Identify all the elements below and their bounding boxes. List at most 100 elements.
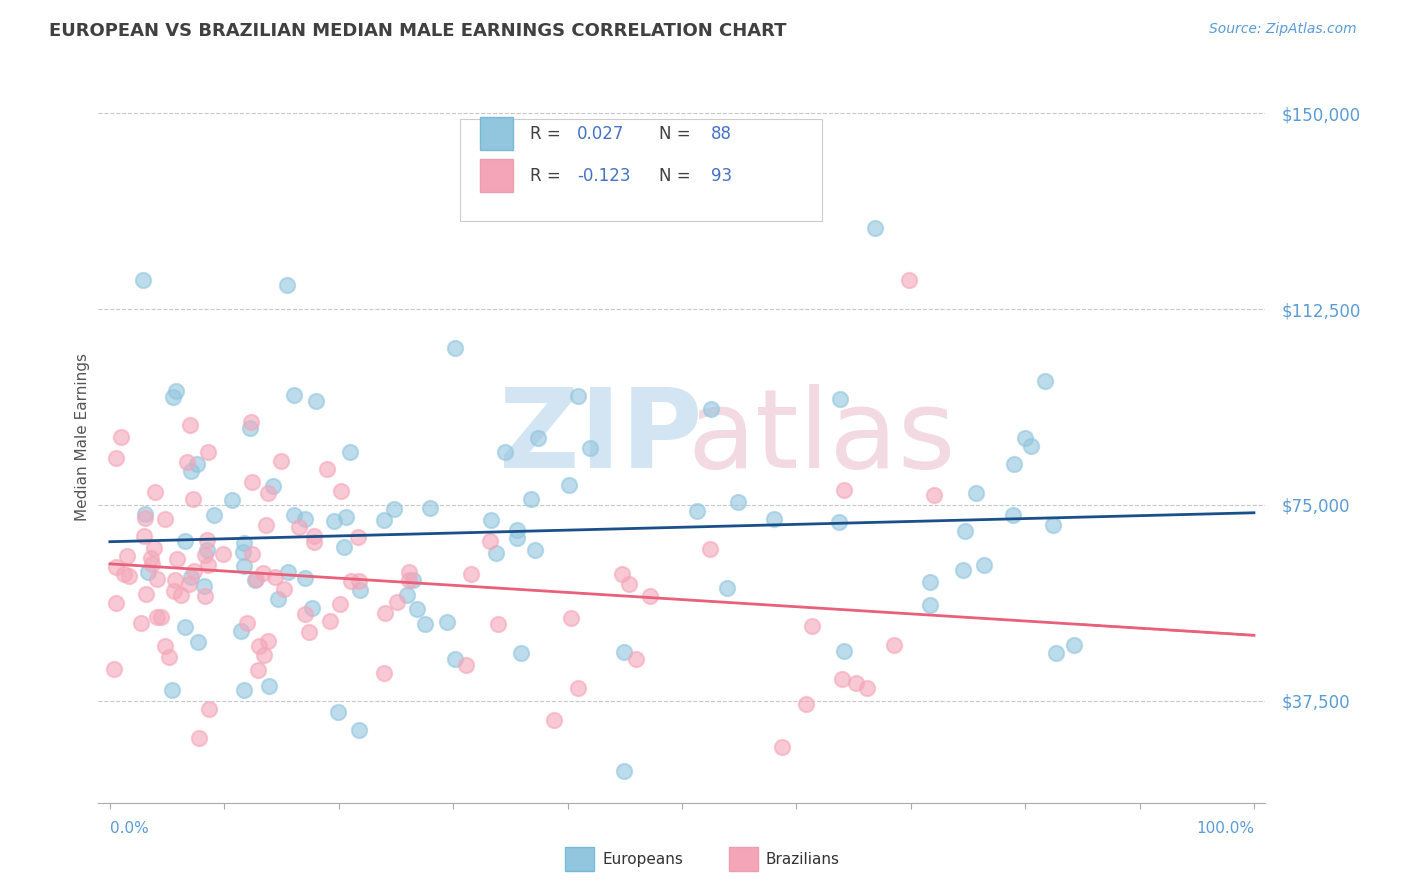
Point (233, 535, 256, 549)
Point (329, 597, 352, 611)
Point (699, 541, 721, 556)
Point (257, 679, 280, 693)
Point (524, 543, 547, 558)
Point (186, 457, 208, 471)
Point (339, 445, 361, 459)
Point (952, 563, 974, 577)
Point (118, 568, 141, 582)
Point (1014, 431, 1036, 445)
Point (174, 620, 197, 634)
Point (922, 487, 945, 501)
Point (794, 697, 817, 711)
Point (335, 509, 357, 524)
Point (132, 529, 155, 543)
Point (141, 550, 163, 565)
Point (270, 454, 292, 468)
Point (478, 533, 501, 548)
Text: 93: 93 (711, 167, 733, 185)
Point (346, 530, 368, 544)
Point (232, 544, 254, 558)
Point (373, 666, 395, 681)
Point (134, 511, 156, 525)
Point (349, 583, 371, 598)
Point (716, 582, 738, 596)
Point (918, 575, 941, 590)
Point (831, 672, 853, 686)
Point (177, 577, 200, 591)
Point (340, 574, 363, 589)
Point (413, 616, 436, 631)
Point (385, 595, 408, 609)
Point (347, 574, 370, 588)
Point (1045, 646, 1067, 660)
Point (1001, 508, 1024, 522)
Point (505, 531, 527, 545)
Point (245, 572, 267, 586)
Point (195, 533, 218, 547)
Text: -0.123: -0.123 (576, 167, 630, 185)
Point (319, 615, 342, 629)
Point (165, 384, 187, 398)
Point (276, 277, 298, 292)
Point (202, 508, 225, 522)
Point (374, 607, 396, 621)
Point (485, 546, 508, 560)
Point (138, 565, 160, 579)
Point (174, 533, 197, 548)
Point (103, 662, 125, 676)
Point (965, 486, 987, 500)
Point (231, 624, 253, 638)
Text: Europeans: Europeans (603, 852, 683, 867)
Point (288, 520, 311, 534)
Point (263, 570, 285, 584)
Point (132, 273, 155, 287)
Text: atlas: atlas (688, 384, 956, 491)
Text: 100.0%: 100.0% (1197, 821, 1254, 836)
Point (254, 518, 277, 533)
Text: N =: N = (658, 167, 696, 185)
Point (506, 523, 529, 537)
Point (236, 616, 259, 631)
Point (845, 675, 868, 690)
Point (145, 573, 167, 587)
Point (143, 485, 166, 500)
Text: 0.027: 0.027 (576, 125, 624, 144)
Point (1002, 458, 1025, 472)
Point (832, 644, 855, 658)
Text: EUROPEAN VS BRAZILIAN MEDIAN MALE EARNINGS CORRELATION CHART: EUROPEAN VS BRAZILIAN MEDIAN MALE EARNIN… (49, 22, 787, 40)
Point (267, 592, 290, 607)
Point (1019, 439, 1042, 453)
Point (183, 565, 205, 579)
Point (232, 683, 254, 698)
Point (304, 529, 326, 543)
Point (135, 587, 157, 601)
Point (509, 646, 531, 660)
Point (247, 639, 270, 653)
Point (398, 565, 420, 579)
Point (283, 508, 305, 523)
Point (460, 566, 482, 581)
Point (253, 648, 276, 662)
Point (567, 389, 589, 403)
Point (298, 625, 321, 640)
Point (444, 652, 467, 666)
Point (567, 681, 589, 695)
Point (610, 567, 633, 582)
Point (800, 619, 823, 633)
Point (323, 514, 346, 528)
Point (953, 524, 976, 538)
Text: R =: R = (530, 125, 567, 144)
Point (163, 573, 186, 587)
Point (153, 512, 176, 526)
Point (613, 764, 636, 779)
Point (141, 557, 163, 571)
Text: Brazilians: Brazilians (766, 852, 839, 867)
Point (326, 705, 349, 719)
Point (145, 609, 167, 624)
Point (828, 392, 851, 406)
Bar (479, 118, 513, 151)
Point (105, 451, 128, 466)
Point (1035, 375, 1057, 389)
Point (239, 421, 262, 435)
Point (316, 462, 339, 476)
